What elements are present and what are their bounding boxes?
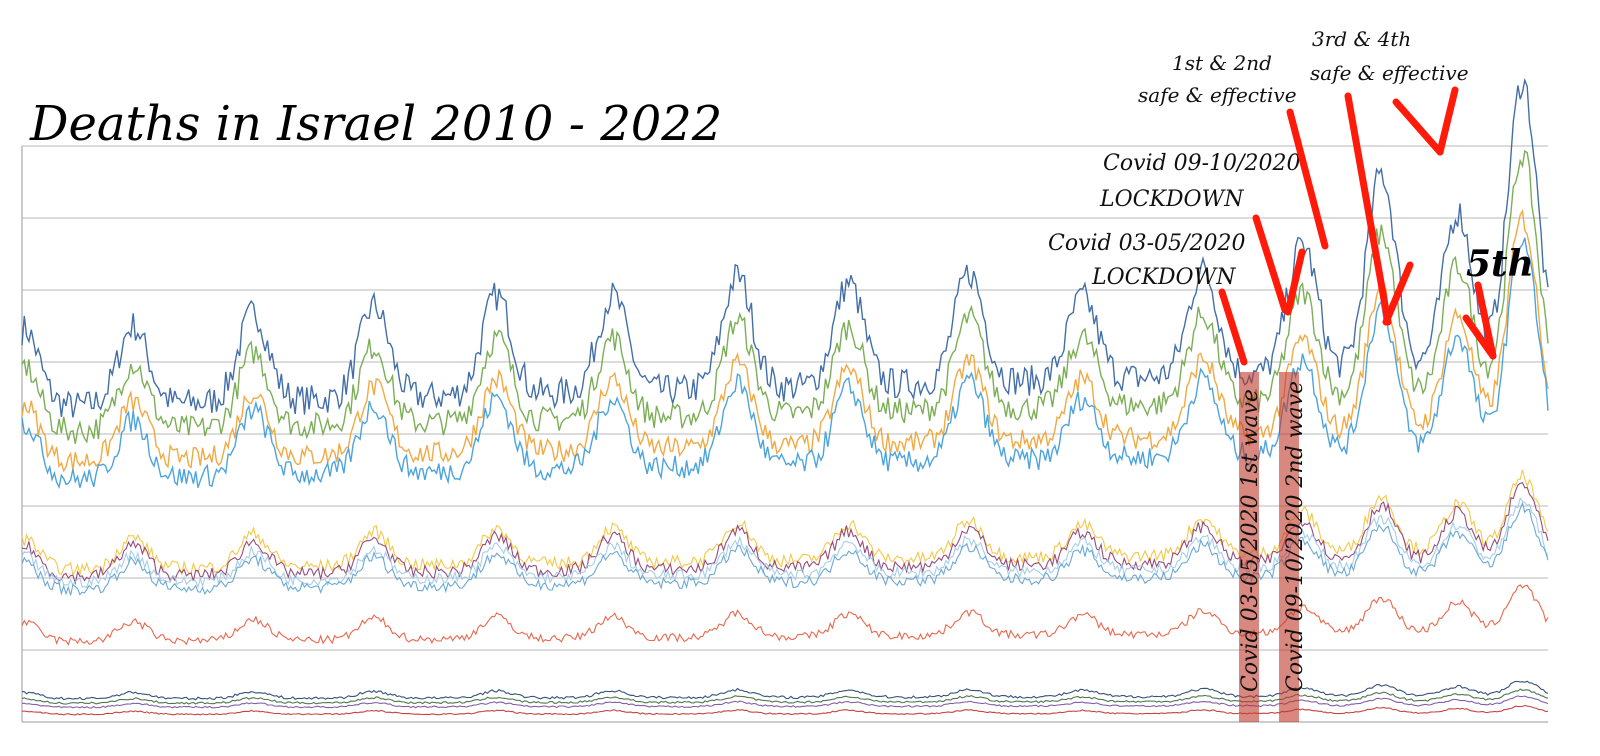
annotation-lockdown2-line1: Covid 09-10/2020: [1103, 151, 1300, 176]
annotation-lockdown1-line2: LOCKDOWN: [1091, 265, 1236, 290]
arrow-stroke: [1392, 98, 1444, 156]
arrow-stroke: [1286, 108, 1329, 250]
arrow-stroke: [1462, 314, 1497, 360]
annotation-arrows: [1218, 86, 1497, 366]
arrow-stroke: [1474, 281, 1497, 360]
series-line: [21, 77, 1549, 418]
annotation-dose5: 5th: [1466, 243, 1534, 285]
arrow-stroke: [1284, 248, 1306, 316]
series-group: [21, 77, 1549, 716]
arrow-stroke: [1252, 214, 1289, 314]
gridlines: [21, 145, 1548, 723]
chart-title: Deaths in Israel 2010 - 2022: [29, 96, 722, 152]
wave-band-1: [1239, 372, 1259, 722]
annotation-dose34-line1: 3rd & 4th: [1312, 27, 1411, 51]
series-line: [21, 584, 1549, 646]
annotation-lockdown2-line2: LOCKDOWN: [1099, 187, 1244, 212]
annotation-dose12-line1: 1st & 2nd: [1172, 51, 1272, 75]
band-label-wave2: Covid 09-10/2020 2nd wave: [1283, 381, 1308, 692]
series-line: [21, 149, 1549, 444]
annotation-lockdown1-line1: Covid 03-05/2020: [1048, 231, 1245, 256]
arrow-stroke: [1344, 92, 1392, 326]
series-line: [21, 237, 1549, 490]
band-label-wave1: Covid 03-05/2020 1st wave: [1238, 389, 1263, 692]
arrow-stroke: [1436, 86, 1459, 156]
arrow-stroke: [1382, 261, 1414, 326]
annotation-dose34-line2: safe & effective: [1310, 61, 1469, 85]
annotation-dose12-line2: safe & effective: [1138, 83, 1297, 107]
wave-band-2: [1279, 372, 1299, 722]
wave-bands: [1239, 372, 1299, 722]
arrow-stroke: [1218, 288, 1248, 366]
series-line: [21, 208, 1549, 473]
